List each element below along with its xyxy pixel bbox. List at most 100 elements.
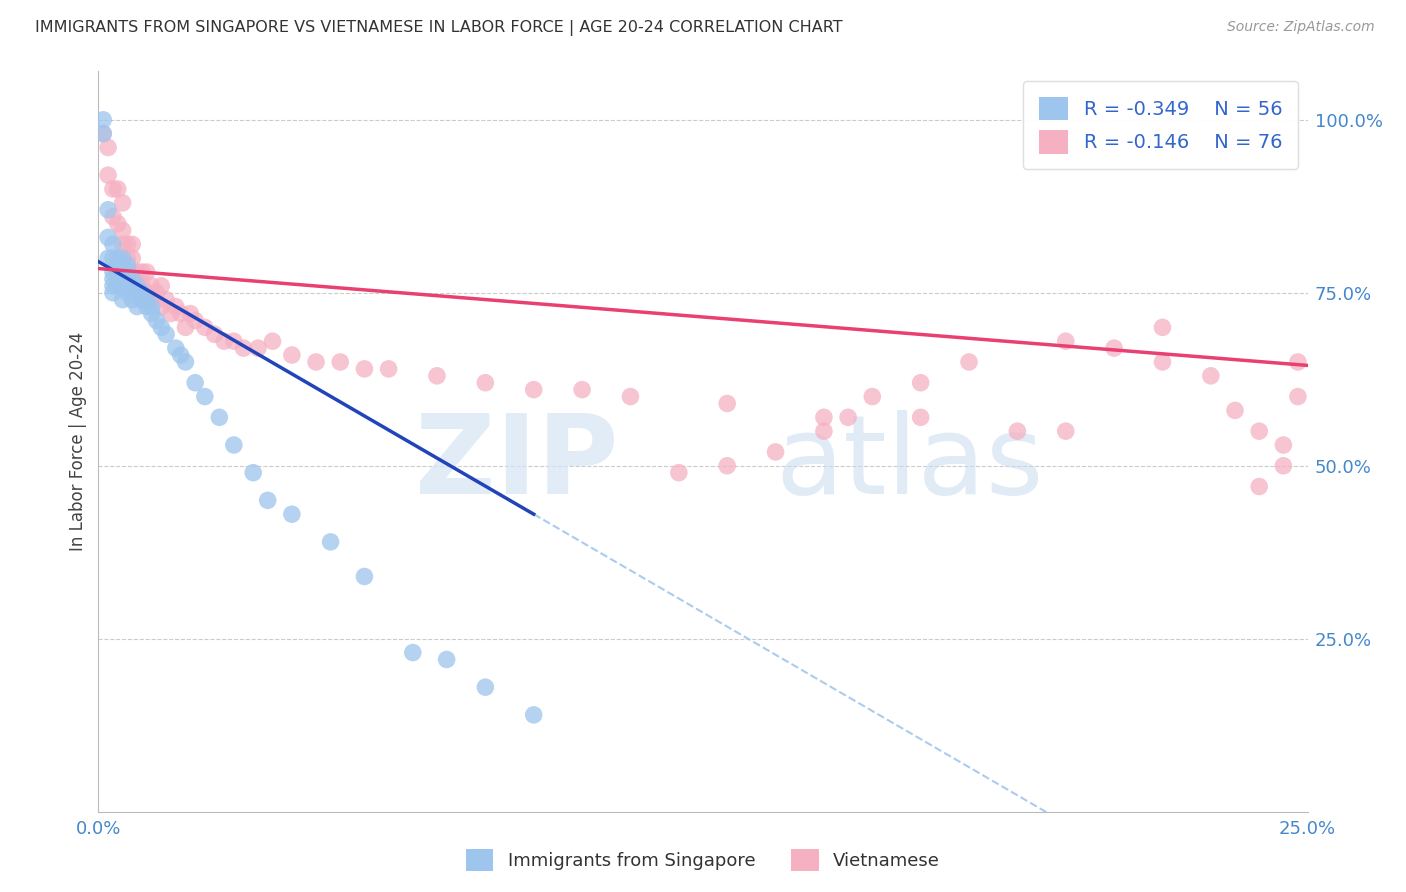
Point xyxy=(91,127,114,141)
Point xyxy=(305,355,328,369)
Point xyxy=(204,327,226,342)
Point xyxy=(117,278,139,293)
Point xyxy=(121,237,143,252)
Point xyxy=(957,355,980,369)
Point xyxy=(329,355,352,369)
Point xyxy=(135,265,157,279)
Point xyxy=(101,285,124,300)
Point xyxy=(127,285,149,300)
Point xyxy=(111,258,134,272)
Point xyxy=(117,237,139,252)
Point xyxy=(242,466,264,480)
Point xyxy=(716,458,738,473)
Point xyxy=(111,195,134,210)
Point xyxy=(165,341,187,355)
Point xyxy=(121,251,143,265)
Point xyxy=(131,278,153,293)
Point xyxy=(150,278,173,293)
Point xyxy=(117,285,139,300)
Point xyxy=(1272,458,1295,473)
Point xyxy=(716,396,738,410)
Point xyxy=(97,168,120,182)
Point xyxy=(121,265,143,279)
Point xyxy=(165,300,187,314)
Point xyxy=(107,217,129,231)
Point xyxy=(117,251,139,265)
Point xyxy=(1054,334,1077,349)
Point xyxy=(121,285,143,300)
Point xyxy=(107,265,129,279)
Point xyxy=(353,362,375,376)
Point xyxy=(97,202,120,217)
Point xyxy=(1199,368,1222,383)
Point xyxy=(150,320,173,334)
Legend: R = -0.349    N = 56, R = -0.146    N = 76: R = -0.349 N = 56, R = -0.146 N = 76 xyxy=(1024,81,1298,169)
Point xyxy=(377,362,399,376)
Point xyxy=(101,272,124,286)
Point xyxy=(813,410,835,425)
Point xyxy=(1054,424,1077,438)
Point xyxy=(813,424,835,438)
Point xyxy=(111,278,134,293)
Point xyxy=(150,300,173,314)
Point xyxy=(194,320,217,334)
Point xyxy=(101,265,124,279)
Point xyxy=(426,368,449,383)
Point xyxy=(160,306,183,320)
Point xyxy=(910,376,932,390)
Point xyxy=(141,300,163,314)
Point xyxy=(281,348,304,362)
Point xyxy=(1249,424,1271,438)
Point xyxy=(1223,403,1246,417)
Point xyxy=(127,300,149,314)
Text: atlas: atlas xyxy=(776,410,1045,517)
Point xyxy=(121,278,143,293)
Point xyxy=(91,127,114,141)
Point xyxy=(837,410,859,425)
Point xyxy=(127,278,149,293)
Point xyxy=(117,265,139,279)
Point xyxy=(256,493,278,508)
Point xyxy=(1102,341,1125,355)
Point xyxy=(107,182,129,196)
Point xyxy=(117,258,139,272)
Point xyxy=(127,265,149,279)
Point xyxy=(145,313,167,327)
Point xyxy=(1007,424,1029,438)
Point xyxy=(247,341,270,355)
Point xyxy=(127,278,149,293)
Legend: Immigrants from Singapore, Vietnamese: Immigrants from Singapore, Vietnamese xyxy=(458,842,948,879)
Point xyxy=(131,285,153,300)
Point xyxy=(1286,355,1309,369)
Text: IMMIGRANTS FROM SINGAPORE VS VIETNAMESE IN LABOR FORCE | AGE 20-24 CORRELATION C: IMMIGRANTS FROM SINGAPORE VS VIETNAMESE … xyxy=(35,20,842,36)
Point xyxy=(1152,320,1174,334)
Point xyxy=(523,707,546,722)
Point xyxy=(141,293,163,307)
Point xyxy=(101,182,124,196)
Point xyxy=(111,237,134,252)
Point xyxy=(474,376,496,390)
Point xyxy=(523,383,546,397)
Point xyxy=(135,300,157,314)
Point xyxy=(169,348,191,362)
Point xyxy=(668,466,690,480)
Point xyxy=(910,410,932,425)
Point xyxy=(97,251,120,265)
Point xyxy=(101,278,124,293)
Point xyxy=(1249,479,1271,493)
Point xyxy=(208,410,231,425)
Point xyxy=(474,680,496,694)
Point xyxy=(97,230,120,244)
Point xyxy=(107,278,129,293)
Point xyxy=(319,534,342,549)
Point xyxy=(184,376,207,390)
Y-axis label: In Labor Force | Age 20-24: In Labor Force | Age 20-24 xyxy=(69,332,87,551)
Point xyxy=(145,285,167,300)
Text: Source: ZipAtlas.com: Source: ZipAtlas.com xyxy=(1227,20,1375,34)
Point xyxy=(571,383,593,397)
Point xyxy=(131,293,153,307)
Text: ZIP: ZIP xyxy=(415,410,619,517)
Point xyxy=(101,237,124,252)
Point xyxy=(262,334,284,349)
Point xyxy=(194,390,217,404)
